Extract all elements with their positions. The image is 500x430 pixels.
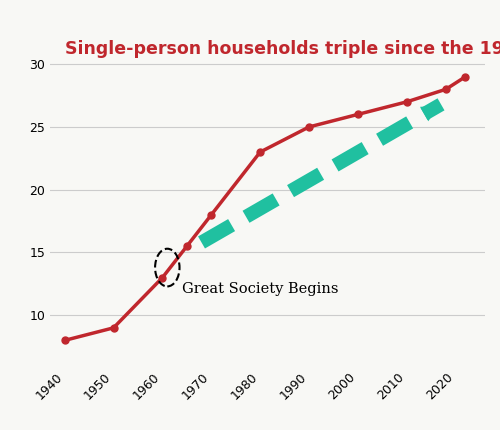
Text: Single-person households triple since the 1940s: Single-person households triple since th…	[64, 40, 500, 58]
Text: Great Society Begins: Great Society Begins	[182, 282, 338, 296]
